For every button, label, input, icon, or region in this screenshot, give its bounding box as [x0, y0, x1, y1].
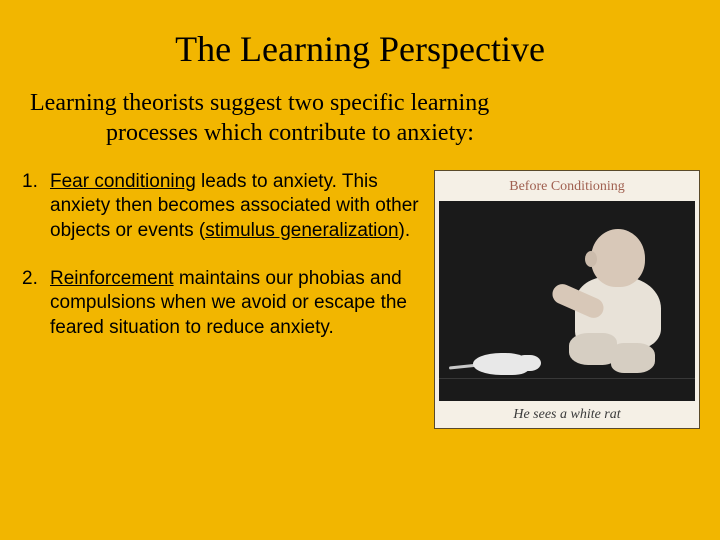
slide-subtitle: Learning theorists suggest two specific …	[0, 88, 720, 170]
photo-illustration	[439, 201, 695, 401]
item2-term1: Reinforcement	[50, 268, 174, 289]
subtitle-line1: Learning theorists suggest two specific …	[30, 90, 489, 116]
item1-term1: Fear conditioning	[50, 171, 196, 192]
rat-figure	[457, 347, 545, 377]
list-item-2: 2. Reinforcement maintains our phobias a…	[22, 267, 420, 340]
content-row: 1. Fear conditioning leads to anxiety. T…	[0, 170, 720, 429]
baby-figure	[557, 229, 677, 375]
subtitle-line2: processes which contribute to anxiety:	[30, 118, 690, 148]
image-frame: Before Conditioning He sees a white	[434, 170, 700, 429]
image-caption-top: Before Conditioning	[439, 175, 695, 201]
item1-term2: stimulus generalization	[205, 220, 398, 241]
slide-title: The Learning Perspective	[0, 0, 720, 88]
text-column: 1. Fear conditioning leads to anxiety. T…	[22, 170, 420, 429]
item2-number: 2.	[22, 267, 38, 291]
image-column: Before Conditioning He sees a white	[434, 170, 700, 429]
item1-tail: ).	[399, 220, 411, 241]
item1-number: 1.	[22, 170, 38, 194]
list-item-1: 1. Fear conditioning leads to anxiety. T…	[22, 170, 420, 243]
floor-line	[439, 378, 695, 379]
image-caption-bottom: He sees a white rat	[439, 401, 695, 426]
